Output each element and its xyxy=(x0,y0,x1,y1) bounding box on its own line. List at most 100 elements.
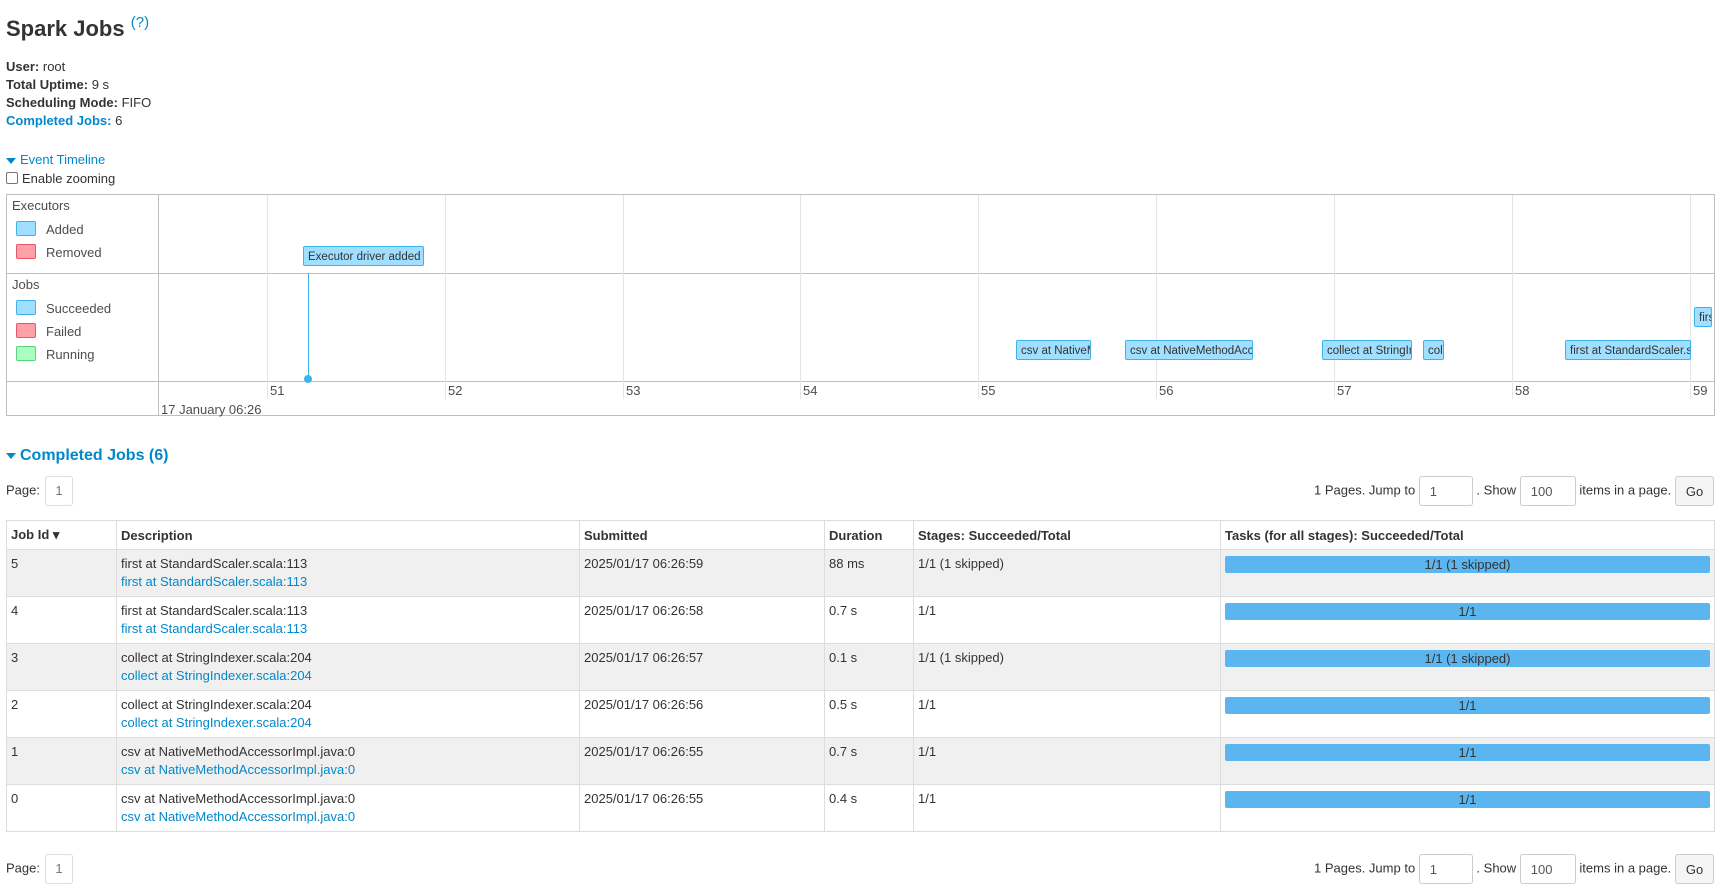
duration-cell: 0.1 s xyxy=(824,643,914,691)
tasks-cell: 1/1 xyxy=(1220,784,1715,832)
items-text: items in a page. xyxy=(1579,860,1672,876)
gridline xyxy=(978,195,979,381)
table-row: 3 collect at StringIndexer.scala:204 coll… xyxy=(6,643,1715,691)
jump-to-page-input[interactable]: 1 xyxy=(1418,476,1473,506)
timeline-divider xyxy=(7,273,1714,274)
duration-cell: 88 ms xyxy=(824,549,914,597)
summary-uptime: Total Uptime: 9 s xyxy=(6,76,151,94)
job-description-link[interactable]: collect at StringIndexer.scala:204 xyxy=(121,668,312,683)
submitted-cell: 2025/01/17 06:26:58 xyxy=(579,596,825,644)
description-cell: collect at StringIndexer.scala:204 collec… xyxy=(116,690,580,738)
task-progress-bar: 1/1 xyxy=(1225,791,1710,808)
show-text: . Show xyxy=(1476,860,1517,876)
executor-marker-line xyxy=(308,273,309,378)
gridline xyxy=(1156,195,1157,381)
completed-jobs-toggle[interactable]: Completed Jobs (6) xyxy=(6,447,168,465)
page-size-input[interactable]: 100 xyxy=(1519,476,1576,506)
zoom-label: Enable zooming xyxy=(22,171,116,186)
header-job-id[interactable]: Job Id ▾ xyxy=(6,520,117,550)
timeline-date: 17 January 06:26 xyxy=(161,402,262,417)
completed-jobs-title: Completed Jobs (6) xyxy=(20,447,169,464)
gridline xyxy=(623,195,624,381)
duration-cell: 0.5 s xyxy=(824,690,914,738)
failed-label: Failed xyxy=(46,324,82,339)
pages-text: 1 Pages. Jump to xyxy=(1314,860,1416,876)
page-navigation-bottom: Page: 1 xyxy=(6,854,73,884)
event-timeline-label: Event Timeline xyxy=(20,152,106,167)
jump-to-page-input[interactable]: 1 xyxy=(1418,854,1473,884)
page-title-text: Spark Jobs xyxy=(6,16,125,41)
page-number-button[interactable]: 1 xyxy=(44,854,73,884)
tick-label: 53 xyxy=(626,383,641,398)
table-header-row: Job Id ▾ Description Submitted Duration … xyxy=(6,520,1715,550)
tasks-cell: 1/1 xyxy=(1220,596,1715,644)
header-description[interactable]: Description xyxy=(116,520,580,550)
tick-mark xyxy=(1512,381,1513,399)
description-cell: first at StandardScaler.scala:113 first a… xyxy=(116,596,580,644)
legend-removed: Removed xyxy=(16,244,102,260)
tick-label: 58 xyxy=(1515,383,1530,398)
tick-label: 51 xyxy=(270,383,285,398)
executor-added-item[interactable]: Executor driver added xyxy=(303,246,424,266)
summary-list: User: root Total Uptime: 9 s Scheduling … xyxy=(6,58,151,130)
job-timeline-item[interactable]: csv at NativeMethodAccessorImpl.java:0 xyxy=(1125,340,1253,360)
job-description-link[interactable]: first at StandardScaler.scala:113 xyxy=(121,574,308,589)
tick-label: 56 xyxy=(1159,383,1174,398)
go-button[interactable]: Go xyxy=(1674,854,1715,884)
job-description-link[interactable]: csv at NativeMethodAccessorImpl.java:0 xyxy=(121,762,356,777)
succeeded-label: Succeeded xyxy=(46,301,112,316)
job-timeline-item[interactable]: collect at StringIndexer.scala:204 xyxy=(1322,340,1412,360)
description-text: first at StandardScaler.scala:113 xyxy=(121,603,308,618)
page-size-input[interactable]: 100 xyxy=(1519,854,1576,884)
page-number-button[interactable]: 1 xyxy=(44,476,73,506)
tasks-cell: 1/1 xyxy=(1220,690,1715,738)
submitted-cell: 2025/01/17 06:26:55 xyxy=(579,784,825,832)
tick-mark xyxy=(1334,381,1335,399)
uptime-label: Total Uptime: xyxy=(6,77,89,92)
tick-label: 57 xyxy=(1337,383,1352,398)
chevron-down-icon xyxy=(6,157,16,164)
event-timeline[interactable]: Executors Added Removed Jobs Succeeded F… xyxy=(6,194,1715,417)
page-form-top: 1 Pages. Jump to 1 . Show 100 items in a… xyxy=(1314,476,1715,506)
header-stages[interactable]: Stages: Succeeded/Total xyxy=(913,520,1221,550)
job-description-link[interactable]: first at StandardScaler.scala:113 xyxy=(121,621,308,636)
go-button[interactable]: Go xyxy=(1674,476,1715,506)
mode-value: FIFO xyxy=(121,95,152,110)
job-description-link[interactable]: collect at StringIndexer.scala:204 xyxy=(121,715,312,730)
job-timeline-item[interactable]: first at StandardScaler.scala:113 xyxy=(1694,307,1712,327)
submitted-cell: 2025/01/17 06:26:56 xyxy=(579,690,825,738)
tick-label: 52 xyxy=(448,383,463,398)
table-row: 2 collect at StringIndexer.scala:204 coll… xyxy=(6,690,1715,738)
pages-text: 1 Pages. Jump to xyxy=(1314,482,1416,498)
timeline-groups xyxy=(7,195,159,415)
completed-value: 6 xyxy=(115,113,123,128)
job-timeline-item[interactable]: collect at StringIndexer.scala:204 xyxy=(1423,340,1444,360)
table-row: 1 csv at NativeMethodAccessorImpl.java:0… xyxy=(6,737,1715,785)
submitted-cell: 2025/01/17 06:26:55 xyxy=(579,737,825,785)
gridline xyxy=(800,195,801,381)
header-submitted[interactable]: Submitted xyxy=(579,520,825,550)
help-link[interactable]: (?) xyxy=(130,14,150,31)
enable-zooming[interactable]: Enable zooming xyxy=(6,171,115,186)
gridline xyxy=(445,195,446,381)
job-timeline-item[interactable]: first at StandardScaler.scala:113 xyxy=(1565,340,1691,360)
job-id-cell: 2 xyxy=(6,690,117,738)
event-timeline-toggle[interactable]: Event Timeline xyxy=(6,152,105,167)
completed-jobs-link[interactable]: Completed Jobs: xyxy=(6,113,112,128)
description-text: collect at StringIndexer.scala:204 xyxy=(121,697,312,712)
job-id-cell: 4 xyxy=(6,596,117,644)
gridline xyxy=(267,195,268,381)
uptime-value: 9 s xyxy=(91,77,110,92)
job-timeline-item[interactable]: csv at NativeMethodAccessorImpl.java:0 xyxy=(1016,340,1091,360)
duration-cell: 0.4 s xyxy=(824,784,914,832)
tick-mark xyxy=(1156,381,1157,399)
header-tasks[interactable]: Tasks (for all stages): Succeeded/Total xyxy=(1220,520,1715,550)
stages-cell: 1/1 xyxy=(913,690,1221,738)
header-duration[interactable]: Duration xyxy=(824,520,914,550)
stages-cell: 1/1 xyxy=(913,596,1221,644)
task-progress-bar: 1/1 (1 skipped) xyxy=(1225,556,1710,573)
task-progress-bar: 1/1 xyxy=(1225,697,1710,714)
zoom-checkbox[interactable] xyxy=(6,172,18,184)
job-description-link[interactable]: csv at NativeMethodAccessorImpl.java:0 xyxy=(121,809,356,824)
legend-succeeded: Succeeded xyxy=(16,300,111,316)
